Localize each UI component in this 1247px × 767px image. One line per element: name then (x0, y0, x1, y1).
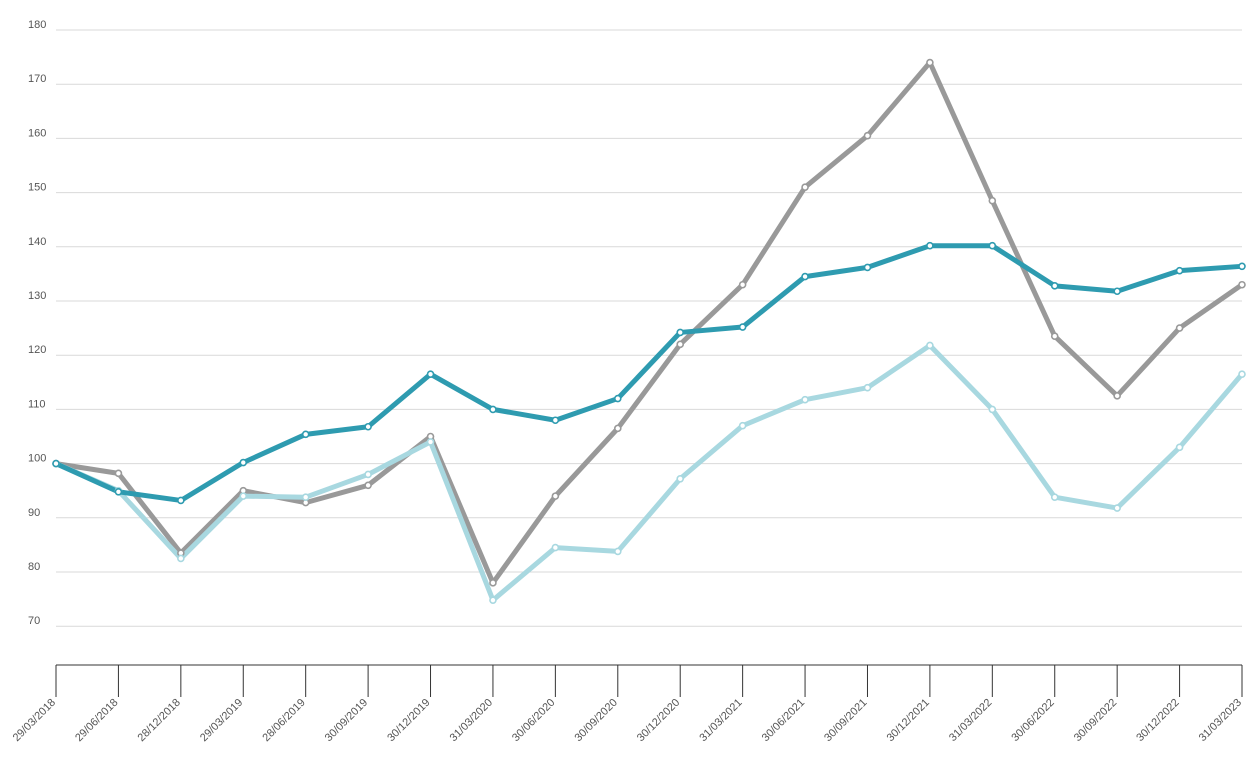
x-tick-label: 30/06/2022 (1009, 697, 1056, 744)
y-tick-label: 90 (28, 507, 40, 519)
series-2-point (926, 341, 934, 350)
series-1-point (926, 58, 934, 67)
series-1-point (738, 280, 747, 289)
series-3-point (177, 496, 185, 505)
y-tick-label: 160 (28, 127, 46, 139)
series-2-point (177, 554, 185, 563)
x-tick-label: 31/03/2020 (448, 697, 495, 744)
series-1-point (988, 196, 997, 205)
x-tick-label: 30/12/2021 (885, 697, 932, 744)
series-2-point (1113, 504, 1121, 512)
series-1-point (1238, 280, 1246, 289)
series-1-point (489, 579, 497, 587)
series-3-point (426, 370, 435, 378)
y-tick-label: 110 (28, 398, 46, 410)
series-3-point (239, 458, 248, 467)
y-tick-label: 120 (28, 344, 46, 356)
x-tick-label: 30/06/2021 (760, 697, 807, 744)
axis-layer: 70 80 90 100 110 120 130 140 150 160 170 180 29/03/2… (11, 19, 1244, 744)
series-line-2 (53, 342, 1245, 603)
series-3-point (926, 241, 934, 250)
x-tick-label: 31/03/2022 (947, 697, 994, 744)
y-tick-label: 70 (28, 615, 40, 627)
x-tick-label: 28/12/2018 (136, 697, 183, 744)
series-2-point (364, 470, 372, 479)
series-3-point (801, 272, 809, 281)
x-tick-label: 29/03/2019 (198, 697, 245, 744)
series-2-point (863, 383, 872, 392)
series-3-point (52, 459, 60, 468)
x-tick-label: 30/09/2021 (822, 697, 869, 744)
series-2-point (426, 438, 435, 446)
series-1-point (114, 469, 123, 478)
series-1-point (676, 340, 685, 349)
series-1-point (364, 481, 372, 490)
series-1-point (1113, 392, 1121, 400)
series-3-point (301, 430, 310, 439)
series-line-1 (53, 60, 1245, 586)
x-tick-label: 30/12/2022 (1134, 697, 1181, 744)
series-3-point (489, 405, 497, 414)
y-tick-label: 170 (28, 73, 46, 85)
x-tick-label: 30/06/2020 (510, 697, 557, 744)
series-2-point (1050, 493, 1059, 502)
series-1-point (551, 492, 560, 500)
series-2-point (1238, 370, 1246, 378)
series-3-point (551, 416, 560, 425)
series-2-point (988, 405, 997, 414)
y-tick-label: 80 (28, 561, 40, 573)
y-tick-label: 130 (28, 290, 46, 302)
series-3-point (676, 328, 685, 337)
x-tick-label: 30/09/2022 (1072, 697, 1119, 744)
x-tick-label: 31/03/2021 (697, 697, 744, 744)
series-2-point (1175, 443, 1184, 452)
series-3-point (988, 241, 997, 250)
series-2-point (676, 474, 685, 483)
x-tick-label: 30/09/2020 (572, 697, 619, 744)
y-tick-label: 150 (28, 182, 46, 194)
series-1-point (1050, 332, 1059, 341)
series-2-point (801, 395, 809, 404)
series-layer (52, 58, 1246, 604)
x-tick-label: 30/12/2020 (635, 697, 682, 744)
x-tick-label: 30/12/2019 (385, 697, 432, 744)
series-3-point (1050, 282, 1059, 290)
x-tick-label: 28/06/2019 (260, 697, 307, 744)
y-tick-label: 100 (28, 453, 46, 465)
series-2-point (551, 543, 560, 552)
series-1-point (1175, 324, 1184, 332)
series-3-point (1175, 266, 1184, 275)
x-tick-label: 31/03/2023 (1197, 697, 1244, 744)
series-2-point (489, 596, 497, 604)
series-1-point (863, 131, 872, 140)
x-tick-label: 29/03/2018 (11, 697, 58, 744)
series-3-point (1238, 262, 1246, 271)
series-2-point (738, 421, 747, 430)
series-3-point (1113, 287, 1121, 296)
y-tick-label: 140 (28, 236, 46, 248)
series-line-3 (53, 243, 1245, 503)
series-1-point (613, 424, 622, 433)
grid-layer (56, 29, 1242, 627)
series-2-point (613, 547, 622, 556)
series-3-point (863, 263, 872, 272)
series-2-point (239, 492, 248, 500)
x-tick-label: 30/09/2019 (323, 697, 370, 744)
series-3-point (738, 323, 747, 331)
series-1-point (801, 183, 809, 191)
series-3-point (114, 487, 123, 496)
series-2-point (301, 493, 310, 502)
series-3-point (364, 422, 372, 431)
x-tick-label: 29/06/2018 (73, 697, 120, 744)
y-tick-label: 180 (28, 19, 46, 31)
series-3-point (613, 394, 622, 403)
